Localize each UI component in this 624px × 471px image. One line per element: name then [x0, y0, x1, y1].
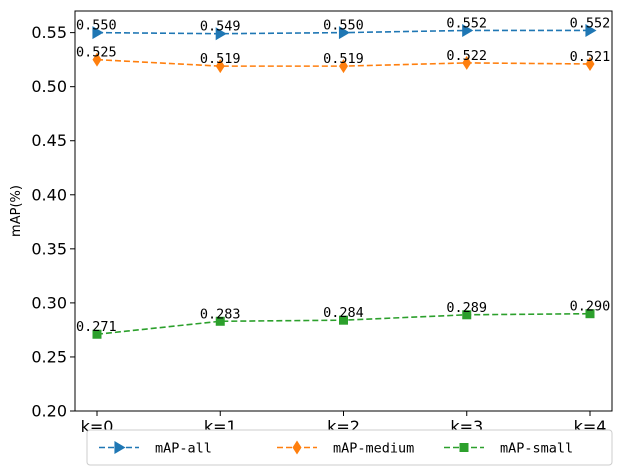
marker-triangle: [585, 23, 597, 37]
y-tick-label: 0.50: [31, 77, 67, 96]
data-label: 0.284: [323, 305, 364, 321]
data-label: 0.521: [570, 49, 611, 65]
marker-square: [215, 316, 225, 326]
data-label: 0.550: [76, 18, 117, 34]
marker-square: [459, 443, 469, 452]
marker-diamond: [215, 59, 225, 74]
data-label: 0.271: [76, 319, 117, 335]
series-mAP-all: 0.550 0.549 0.550 0.552 0.552: [76, 15, 611, 41]
data-label: 0.289: [446, 300, 487, 316]
data-label: 0.552: [570, 15, 611, 31]
marker-triangle: [338, 26, 350, 40]
marker-diamond: [292, 440, 302, 455]
data-label: 0.283: [200, 306, 241, 322]
y-axis-label: mAP(%): [9, 185, 24, 237]
marker-square: [92, 329, 102, 339]
y-tick-label: 0.25: [31, 347, 67, 366]
marker-diamond: [585, 56, 595, 71]
marker-triangle: [215, 27, 227, 41]
series-mAP-medium: 0.525 0.519 0.519 0.522 0.521: [76, 45, 611, 74]
y-tick-label: 0.55: [31, 23, 67, 42]
data-label: 0.522: [446, 48, 487, 64]
data-label: 0.519: [200, 51, 241, 67]
marker-diamond: [92, 52, 102, 67]
y-tick-label: 0.45: [31, 131, 67, 150]
marker-triangle: [92, 26, 104, 40]
data-label: 0.552: [446, 15, 487, 31]
data-label: 0.525: [76, 45, 117, 61]
legend-label: mAP-all: [155, 441, 212, 457]
axes: 0.200.250.300.350.400.450.500.55k=0 k=1 k=…: [31, 23, 606, 436]
marker-square: [462, 310, 472, 320]
legend-box: [86, 429, 613, 466]
data-label: 0.549: [200, 19, 241, 35]
y-tick-label: 0.35: [31, 239, 67, 258]
data-label: 0.519: [323, 51, 364, 67]
y-tick-label: 0.40: [31, 185, 67, 204]
plot-marks: 0.550 0.549 0.550 0.552 0.552 0.525 0.519 0.519…: [76, 15, 611, 339]
y-tick-label: 0.20: [31, 402, 67, 421]
data-label: 0.550: [323, 18, 364, 34]
marker-diamond: [339, 59, 348, 74]
marker-diamond: [462, 55, 472, 70]
legend-label: mAP-medium: [333, 441, 414, 457]
marker-square: [585, 309, 595, 319]
marker-square: [339, 315, 348, 325]
series-mAP-small: 0.271 0.283 0.284 0.289 0.290: [76, 299, 610, 339]
data-label: 0.290: [570, 299, 611, 315]
marker-triangle: [462, 23, 474, 37]
y-tick-label: 0.30: [31, 293, 67, 312]
legend: mAP-all mAP-medium mAP-small: [86, 429, 613, 466]
marker-triangle: [114, 441, 126, 454]
legend-label: mAP-small: [500, 441, 573, 457]
